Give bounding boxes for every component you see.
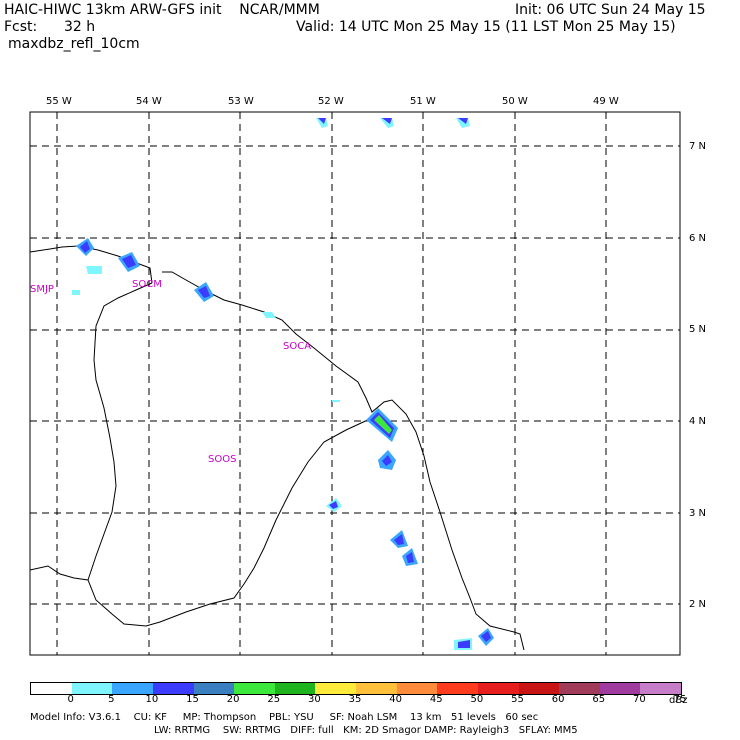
colorbar-tick-label: 15: [186, 694, 199, 705]
lon-label-52w: 52 W: [318, 96, 344, 107]
lat-label-6n: 6 N: [689, 233, 707, 244]
colorbar-swatch: [31, 683, 72, 694]
colorbar-swatch: [518, 683, 560, 694]
colorbar-swatch: [599, 683, 641, 694]
fcst-value: 32 h: [64, 19, 96, 35]
map-frame: [29, 111, 681, 656]
model-info-line2: LW: RRTMG SW: RRTMG DIFF: full KM: 2D Sm…: [154, 725, 578, 736]
colorbar-swatch: [234, 683, 275, 694]
valid-time: Valid: 14 UTC Mon 25 May 15 (11 LST Mon …: [296, 19, 676, 35]
lat-label-2n: 2 N: [689, 599, 707, 610]
lon-label-53w: 53 W: [228, 96, 254, 107]
colorbar-ticks: 0 5 10 15 20 25 30 35 40 45 50 55 60 65 70 75: [30, 694, 710, 706]
colorbar-tick-label: 50: [470, 694, 484, 705]
colorbar-swatch: [152, 683, 194, 694]
colorbar-unit: dBz: [669, 695, 688, 706]
reflectivity-cell: [262, 312, 276, 318]
colorbar-tick-label: 65: [592, 694, 606, 705]
reflectivity-cell: [406, 552, 414, 563]
colorbar-tick-label: 40: [389, 694, 402, 705]
colorbar-swatch: [437, 683, 478, 694]
reflectivity-cell: [332, 400, 340, 402]
reflectivity-cell: [122, 255, 136, 268]
colorbar-swatch: [274, 683, 316, 694]
init-time: Init: 06 UTC Sun 24 May 15: [515, 2, 706, 18]
colorbar-tick-label: 20: [226, 694, 240, 705]
fcst-label: Fcst:: [4, 19, 38, 35]
colorbar-tick-label: 75: [673, 694, 687, 705]
graticule: [30, 112, 680, 655]
lat-label-5n: 5 N: [689, 324, 707, 335]
reflectivity-cell: [382, 455, 392, 466]
field-name: maxdbz_refl_10cm: [8, 36, 140, 52]
colorbar-tick-label: 30: [308, 694, 321, 705]
station-label-soos: SOOS: [208, 454, 237, 465]
lon-label-51w: 51 W: [410, 96, 436, 107]
colorbar-tick-label: 70: [633, 694, 646, 705]
colorbar-tick-label: 25: [267, 694, 281, 705]
reflectivity-cell: [458, 118, 468, 124]
coastline: [29, 245, 525, 651]
lon-label-55w: 55 W: [46, 96, 72, 107]
colorbar-swatch: [112, 683, 153, 694]
map-title: HAIC-HIWC 13km ARW-GFS init NCAR/MMM: [4, 2, 320, 18]
station-label-socm: SOCM: [132, 279, 162, 290]
station-label-smjp: SMJP: [30, 284, 54, 295]
reflectivity-cell: [86, 266, 102, 274]
colorbar-swatch: [71, 683, 113, 694]
lat-label-4n: 4 N: [689, 416, 707, 427]
reflectivity-cell: [374, 415, 392, 434]
colorbar-tick-label: 5: [108, 694, 115, 705]
model-info-line1: Model Info: V3.6.1 CU: KF MP: Thompson P…: [30, 712, 539, 723]
colorbar-swatch: [396, 683, 438, 694]
colorbar-swatch: [640, 683, 681, 694]
colorbar-swatch: [193, 683, 235, 694]
lat-label-7n: 7 N: [689, 141, 707, 152]
station-label-soca: SOCA: [283, 341, 312, 352]
colorbar-tick-label: 0: [67, 694, 74, 705]
colorbar-swatch: [356, 683, 397, 694]
colorbar: [30, 682, 682, 695]
reflectivity-cell: [72, 290, 80, 295]
lon-label-49w: 49 W: [593, 96, 619, 107]
lon-label-54w: 54 W: [136, 96, 162, 107]
colorbar-swatch: [559, 683, 600, 694]
reflectivity-cell: [394, 534, 404, 545]
reflectivity-cell: [382, 118, 392, 124]
lon-label-50w: 50 W: [502, 96, 528, 107]
reflectivity-cell: [458, 640, 470, 648]
lat-label-3n: 3 N: [689, 508, 707, 519]
colorbar-tick-label: 35: [348, 694, 362, 705]
colorbar-swatch: [315, 683, 356, 694]
reflectivity-cell: [80, 241, 90, 253]
colorbar-tick-label: 45: [429, 694, 443, 705]
colorbar-tick-label: 10: [145, 694, 159, 705]
reflectivity-cell: [481, 631, 491, 642]
reflectivity-cell: [329, 501, 338, 509]
colorbar-tick-label: 60: [551, 694, 565, 705]
reflectivity-cell: [198, 286, 210, 298]
reflectivity-cells: [72, 118, 494, 650]
colorbar-swatch: [477, 683, 519, 694]
reflectivity-cell: [318, 118, 326, 124]
colorbar-tick-label: 55: [511, 694, 524, 705]
